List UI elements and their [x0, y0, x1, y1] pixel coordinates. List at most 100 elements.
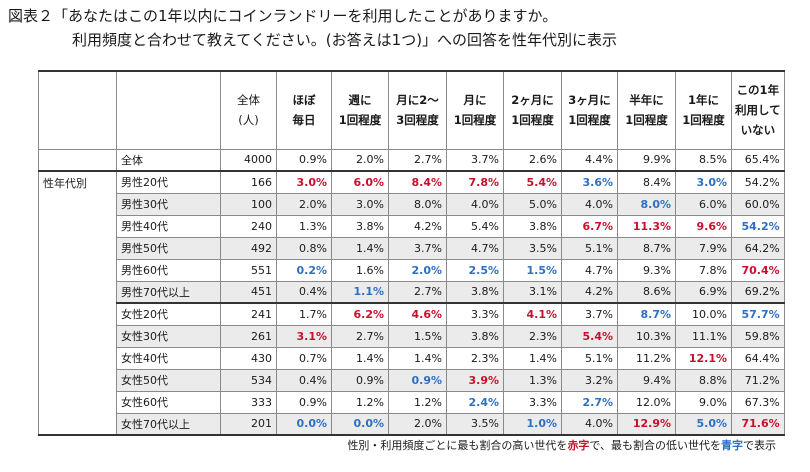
table-cell: 2.0%	[388, 258, 447, 282]
table-cell: 1.7%	[276, 302, 332, 326]
lowest-value: 2.7%	[582, 395, 613, 409]
cell-value: 9.3%	[643, 263, 671, 277]
cell-value: 0.9%	[299, 395, 327, 409]
table-cell: 60.0%	[731, 192, 785, 216]
row-count: 534	[220, 368, 277, 392]
table-cell: 3.1%	[503, 280, 562, 304]
overall-value: 2.0%	[331, 148, 389, 172]
overall-value: 9.9%	[617, 148, 676, 172]
row-label: 女性20代	[116, 302, 221, 326]
lowest-value: 0.0%	[296, 417, 327, 431]
lowest-value: 8.0%	[640, 197, 671, 211]
note-text-pre: 性別・利用頻度ごとに最も割合の高い世代を	[347, 439, 568, 452]
table-row: 男性70代以上 451 0.4% 1.1% 2.7% 3.8% 3.1% 4.2% 8.6% 6.…	[39, 280, 785, 304]
overall-value: 65.4%	[731, 148, 785, 172]
cell-value: 3.7%	[585, 307, 613, 321]
cell-value: 9.0%	[699, 395, 727, 409]
header-row: 全体 (人) ほぼ 毎日 週に 1回程度 月に2～ 3回程度 月に 1回程度 2ヶ月に 1回程度 3ヶ月…	[38, 70, 785, 150]
table-row: 女性30代 261 3.1% 2.7% 1.5% 3.8% 2.3% 5.4% 10.3% 11.…	[39, 324, 785, 348]
table-cell: 5.4%	[503, 170, 562, 194]
table-cell: 6.9%	[675, 280, 732, 304]
row-label: 男性30代	[116, 192, 221, 216]
title-line-1: 図表２「あなたはこの1年以内にコインランドリーを利用したことがありますか。	[8, 7, 558, 25]
column-header: ほぼ 毎日	[276, 70, 332, 150]
title-line-2: 利用頻度と合わせて教えてください。(お答えは1つ)」への回答を性年代別に表示	[72, 31, 618, 49]
overall-label: 全体	[116, 148, 221, 172]
table-cell: 3.1%	[276, 324, 332, 348]
cell-value: 69.2%	[744, 285, 780, 299]
overall-value: 4.4%	[561, 148, 618, 172]
overall-blank	[38, 148, 117, 172]
header-corner	[38, 70, 117, 150]
table-cell: 71.2%	[731, 368, 785, 392]
table-cell: 1.4%	[331, 346, 389, 370]
table-cell: 3.3%	[446, 302, 504, 326]
table-cell: 8.8%	[675, 368, 732, 392]
cell-value: 2.0%	[299, 197, 327, 211]
table-cell: 8.7%	[617, 302, 676, 326]
table-cell: 0.9%	[331, 368, 389, 392]
table-cell: 3.8%	[446, 280, 504, 304]
table-cell: 1.2%	[388, 390, 447, 414]
row-count: 241	[220, 302, 277, 326]
cell-value: 10.0%	[692, 307, 727, 321]
table-cell: 1.4%	[503, 346, 562, 370]
table-cell: 3.8%	[331, 214, 389, 238]
cell-value: 3.5%	[471, 417, 499, 431]
table-cell: 0.0%	[331, 412, 389, 436]
lowest-value: 3.6%	[582, 175, 613, 189]
overall-value: 2.7%	[388, 148, 447, 172]
cell-value: 3.8%	[529, 219, 557, 233]
table-cell: 54.2%	[731, 214, 785, 238]
cell-value: 1.2%	[414, 395, 442, 409]
highest-value: 5.4%	[526, 175, 557, 189]
table-cell: 59.8%	[731, 324, 785, 348]
table-cell: 9.0%	[675, 390, 732, 414]
table-cell: 64.4%	[731, 346, 785, 370]
cell-value: 1.7%	[299, 307, 327, 321]
highest-value: 3.0%	[296, 175, 327, 189]
cell-value: 4.2%	[585, 285, 613, 299]
table-cell: 3.0%	[331, 192, 389, 216]
column-header-line: 1回程度	[682, 113, 725, 128]
table-cell: 67.3%	[731, 390, 785, 414]
row-label: 男性20代	[116, 170, 221, 194]
cell-value: 3.8%	[471, 329, 499, 343]
table-cell: 1.5%	[503, 258, 562, 282]
cell-value: 54.2%	[744, 175, 780, 189]
group-label: 性年代別	[38, 170, 117, 436]
column-header-line: 月に	[463, 93, 487, 108]
lowest-value: 2.0%	[411, 263, 442, 277]
cell-value: 2.7%	[414, 285, 442, 299]
cell-value: 8.0%	[414, 197, 442, 211]
overall-value: 8.5%	[675, 148, 732, 172]
table-cell: 3.0%	[276, 170, 332, 194]
table-row: 性年代別 男性20代 166 3.0% 6.0% 8.4% 7.8% 5.4% 3.6% 8.4%…	[38, 170, 785, 436]
lowest-value: 0.0%	[353, 417, 384, 431]
column-header-line: 1回程度	[625, 113, 668, 128]
cell-value: 2.3%	[471, 351, 499, 365]
table-cell: 54.2%	[731, 170, 785, 194]
highest-value: 71.6%	[741, 417, 780, 431]
note-text-mid: で、最も割合の低い世代を	[589, 439, 721, 452]
table-cell: 12.0%	[617, 390, 676, 414]
table-cell: 3.5%	[446, 412, 504, 436]
table-cell: 2.0%	[276, 192, 332, 216]
table-cell: 9.4%	[617, 368, 676, 392]
table-cell: 57.7%	[731, 302, 785, 326]
highest-value: 4.6%	[411, 307, 442, 321]
table-cell: 3.8%	[503, 214, 562, 238]
cell-value: 3.0%	[356, 197, 384, 211]
table-cell: 0.8%	[276, 236, 332, 260]
table-cell: 3.9%	[446, 368, 504, 392]
row-count: 166	[220, 170, 277, 194]
column-header-line: ほぼ	[292, 93, 316, 108]
table-cell: 3.6%	[561, 170, 618, 194]
table-cell: 9.6%	[675, 214, 732, 238]
row-label: 男性40代	[116, 214, 221, 238]
note-text-post: で表示	[743, 439, 776, 452]
column-header: 3ヶ月に 1回程度	[561, 70, 618, 150]
table-cell: 3.3%	[503, 390, 562, 414]
overall-value: 0.9%	[276, 148, 332, 172]
table-cell: 7.9%	[675, 236, 732, 260]
